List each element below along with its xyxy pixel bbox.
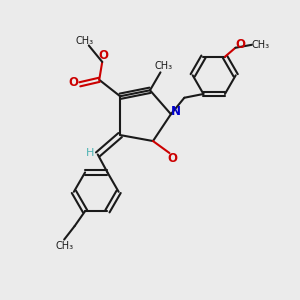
- Text: CH₃: CH₃: [75, 36, 93, 46]
- Text: N: N: [170, 105, 180, 118]
- Text: O: O: [167, 152, 177, 165]
- Text: CH₃: CH₃: [55, 241, 73, 251]
- Text: CH₃: CH₃: [154, 61, 172, 71]
- Text: H: H: [86, 148, 94, 158]
- Text: O: O: [69, 76, 79, 89]
- Text: O: O: [235, 38, 245, 51]
- Text: O: O: [98, 50, 108, 62]
- Text: CH₃: CH₃: [252, 40, 270, 50]
